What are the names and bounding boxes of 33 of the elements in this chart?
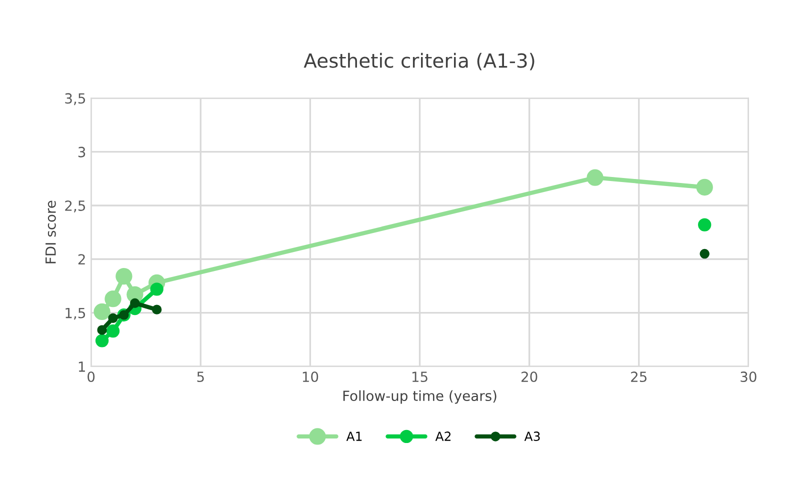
y-tick-label: 1 — [78, 362, 85, 372]
point — [130, 298, 140, 308]
point — [586, 169, 604, 186]
x-tick-label: 0 — [88, 372, 95, 382]
point — [94, 303, 110, 320]
x-tick-label: 20 — [522, 372, 538, 382]
point — [696, 178, 713, 196]
point — [108, 313, 118, 324]
y-tick-label: 3 — [78, 146, 86, 158]
legend-label: A1 — [346, 432, 362, 441]
point — [97, 325, 107, 335]
point — [106, 324, 120, 338]
legend-label: A2 — [435, 432, 451, 441]
chart-title: Aesthetic criteria (A1-3) — [304, 52, 534, 70]
x-tick-label: 10 — [302, 372, 318, 382]
x-axis-title: Follow-up time (years) — [343, 390, 496, 404]
y-tick-label: 2 — [78, 254, 85, 264]
y-axis-title: FDI score — [46, 200, 56, 264]
point — [150, 282, 164, 296]
point — [698, 218, 712, 232]
y-tick-label: 3,5 — [65, 93, 86, 106]
x-tick-label: 15 — [412, 372, 428, 382]
point — [104, 290, 122, 308]
point — [152, 304, 162, 314]
x-tick-label: 25 — [631, 372, 647, 382]
legend-label: A3 — [524, 432, 540, 442]
y-tick-label: 1,5 — [66, 308, 86, 320]
y-tick-label: 2,5 — [65, 200, 86, 212]
point — [95, 334, 109, 348]
point — [116, 268, 132, 285]
x-tick-label: 5 — [197, 372, 204, 382]
x-tick-label: 30 — [740, 372, 756, 382]
point — [700, 248, 710, 259]
